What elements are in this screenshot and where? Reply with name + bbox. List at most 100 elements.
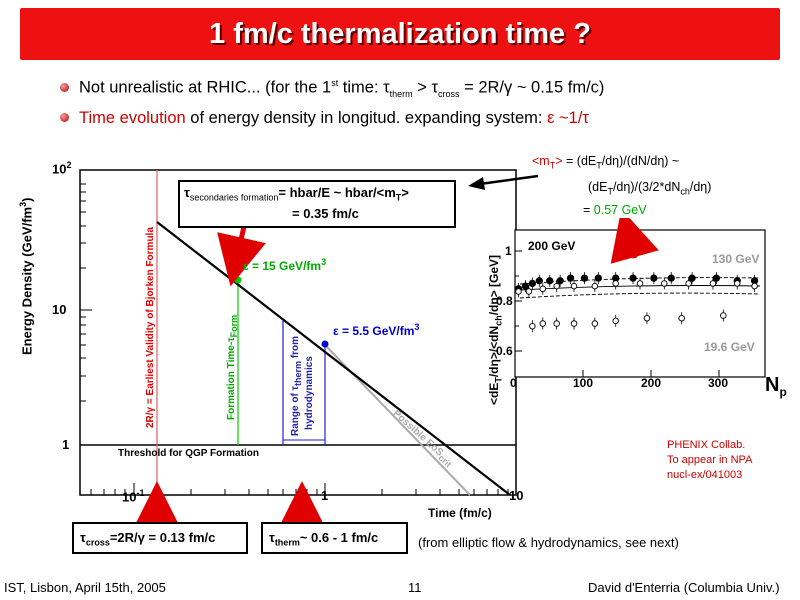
data-point [556,277,564,285]
data-point [570,320,578,327]
tau-cross-tau: τ [80,530,86,545]
eps55-text: ε = 5.5 GeV/fm [333,324,415,338]
data-point [661,280,668,287]
slide-title: 1 fm/c thermalization time ? [209,18,591,50]
point-eps-5.5 [321,340,329,348]
bullet-2-scaling: ε ~1/τ [547,109,589,127]
data-point [528,279,537,288]
mt-line1d: /dη)/(dN/dη) ~ [601,154,680,168]
formation-arrow [217,221,266,287]
x-tick-0.1-sup: -1 [136,488,145,498]
bullet-dot-icon [60,113,69,122]
mt-line2c: /dη) [689,180,712,194]
phenix-line1: PHENIX Collab. [667,439,746,451]
data-point [521,282,530,290]
title-bar: 1 fm/c thermalization time ? [20,8,780,60]
mt-line3a: = [583,203,594,217]
et-per-particle-plot [514,218,766,378]
bjorken-label: 2R/γ = Earliest Validity of Bjorken Form… [145,227,156,428]
data-point [678,314,685,322]
bullet-2: Time evolution of energy density in long… [60,109,589,128]
plot2-ytick-1: 1 [505,244,512,258]
data-point [720,312,727,319]
bullet-1-sub1: therm [389,88,413,99]
tau-therm-value: ~ 0.6 - 1 fm/c [299,530,379,545]
data-point [612,317,619,325]
therm-range-label: Range of τtherm from hydrodynamics [290,336,316,436]
formation-box-eq: = hbar/E ~ hbar/<m [278,185,396,200]
footer-page-number: 11 [408,580,422,595]
formation-box: τsecondaries formation= hbar/E ~ hbar/<m… [178,180,456,228]
plot2-ylabel-sub2: ch [493,315,504,326]
y-tick-100-sup: 2 [66,160,72,170]
plot2-ticks [515,250,720,377]
data-point [529,322,536,330]
mt-line2: (dET/dη)/(3/2*dNch/dη) [588,180,711,197]
plot1-ylabel: Energy Density (GeV/fm [19,206,35,355]
plot2-ytick-0.8: 0.8 [496,294,513,308]
point-eps-15 [234,276,242,284]
x-tick-1: 1 [321,488,329,503]
tau-therm-box: τtherm~ 0.6 - 1 fm/c [261,522,408,554]
data-point [594,274,602,282]
x-tick-0.1: 10-1 [122,488,144,504]
elliptic-note: (from elliptic flow & hydrodynamics, see… [418,535,679,550]
therm-range-label-1b: from [290,335,301,361]
data-point [566,274,575,282]
plot2-points [514,272,759,333]
mt-line1b: > [555,154,563,168]
tau-cross-value: =2R/γ = 0.13 fm/c [109,530,216,545]
plot1-ylabel-wrap: Energy Density (GeV/fm3) [18,198,38,375]
data-point [636,280,644,287]
data-point [539,320,547,327]
data-point [712,274,721,282]
data-point [591,320,599,327]
bullet-1-sup: st [331,78,339,88]
energy-density-curve [156,221,511,496]
y-tick-100-base: 10 [52,161,67,177]
mt-line1: <mT> = (dET/dη)/(dN/dη) ~ [532,154,679,171]
bullet-1-mid: time: τ [338,78,390,97]
data-point [733,280,741,287]
data-point [546,277,554,285]
tau-cross-box: τcross=2R/γ = 0.13 fm/c [72,522,248,554]
data-point [629,274,637,282]
plot1-ylabel-sup: 3 [18,201,28,207]
data-point [570,282,578,290]
mt-line2-sub: T [607,186,613,197]
bullet-2-highlight: Time evolution [79,109,186,127]
y-tick-1: 1 [62,437,70,452]
plot2-ylabel-a: <dE [487,382,501,405]
y-tick-10: 10 [52,302,67,317]
data-point [667,274,675,282]
data-point [751,282,758,290]
data-point [709,280,717,287]
formation-box-eq-end: > [401,185,409,200]
bullet-2-text: of energy density in longitud. expanding… [185,109,548,127]
data-point [580,274,589,282]
threshold-label: Threshold for QGP Formation [118,448,259,459]
data-point [525,288,533,295]
data-point [553,282,560,290]
formation-box-line2: = 0.35 fm/c [292,206,359,221]
mt-line1c: = (dE [562,154,597,168]
therm-range-label-1: Range of τ [290,385,301,436]
eps55-sup: 3 [414,322,420,332]
plot1-ylabel-end: ) [19,197,35,202]
label-130gev: 130 GeV [712,252,760,266]
mt-arrow [468,174,539,190]
x-tick-10: 10 [509,488,524,503]
data-point [553,320,560,327]
plot1-xlabel: Time (fm/c) [428,506,492,520]
phenix-line2: To appear in NPA [667,454,753,466]
mt-line1-sub: T [549,160,556,171]
tau-therm-sub: therm [274,537,300,548]
data-point [591,282,599,290]
label-200gev: 200 GeV [528,239,576,253]
plot2-xtick-0: 0 [510,376,517,390]
formation-label-text: Formation Time-τ [226,337,237,420]
mt-line1-sub2: T [596,160,602,171]
formation-label: Formation Time-τForm [226,315,239,420]
formation-box-tau: τ [184,185,190,200]
phenix-line3: nucl-ex/041003 [667,469,743,481]
